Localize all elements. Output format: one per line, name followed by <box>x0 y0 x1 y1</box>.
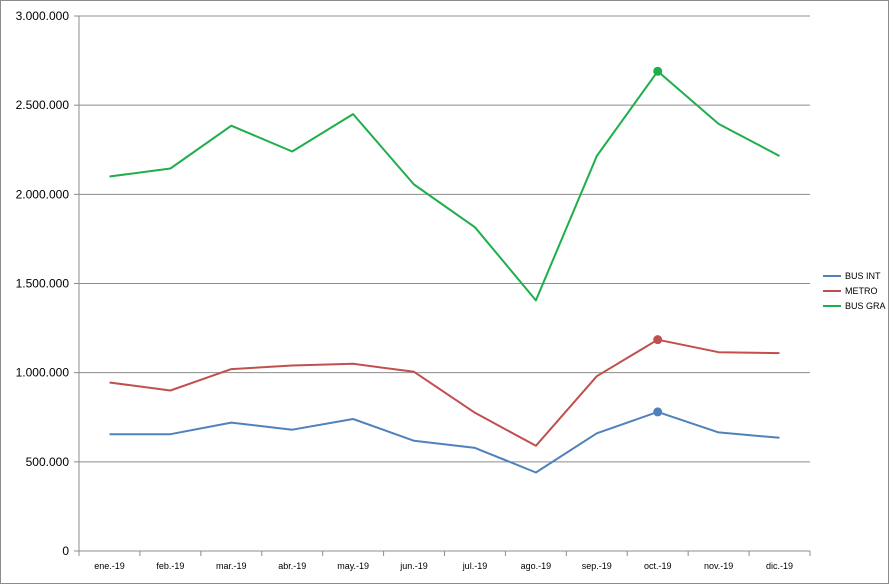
x-tick-label: ene.-19 <box>94 561 125 571</box>
legend-label-bus-int: BUS INT <box>845 271 881 281</box>
y-tick-label: 1.500.000 <box>16 277 70 291</box>
y-tick-label: 0 <box>62 544 69 558</box>
data-point-bus-int <box>653 407 663 417</box>
x-tick-label: jul.-19 <box>462 561 488 571</box>
x-tick-label: nov.-19 <box>704 561 733 571</box>
y-tick-label: 500.000 <box>26 455 70 469</box>
legend-label-metro: METRO <box>845 286 878 296</box>
series-line-bus-gra <box>109 70 780 302</box>
legend-label-bus-gra: BUS GRA <box>845 301 886 311</box>
y-tick-label: 2.500.000 <box>16 98 70 112</box>
x-tick-label: feb.-19 <box>156 561 184 571</box>
y-tick-label: 2.000.000 <box>16 187 70 201</box>
series-lines <box>109 66 780 474</box>
x-tick-labels: ene.-19 feb.-19 mar.-19 abr.-19 may.-19 jun.-… <box>94 561 793 571</box>
y-tick-labels: 0 500.000 1.000.000 1.500.000 2.000.000 2.500… <box>16 9 70 558</box>
x-tick-label: abr.-19 <box>278 561 306 571</box>
series-line-bus-int <box>109 410 780 474</box>
series-line-metro <box>109 338 780 447</box>
x-tick-label: may.-19 <box>337 561 369 571</box>
y-tick-label: 3.000.000 <box>16 9 70 23</box>
x-tick-label: sep.-19 <box>582 561 612 571</box>
axes <box>74 15 811 556</box>
x-tick-label: mar.-19 <box>216 561 247 571</box>
data-point-metro <box>653 335 663 345</box>
x-tick-label: ago.-19 <box>521 561 552 571</box>
legend: BUS INT METRO BUS GRA <box>823 271 886 311</box>
x-tick-label: oct.-19 <box>644 561 672 571</box>
gridlines <box>79 15 810 463</box>
x-tick-label: jun.-19 <box>399 561 428 571</box>
data-point-bus-gra <box>653 66 663 76</box>
y-tick-label: 1.000.000 <box>16 366 70 380</box>
x-tick-label: dic.-19 <box>766 561 793 571</box>
